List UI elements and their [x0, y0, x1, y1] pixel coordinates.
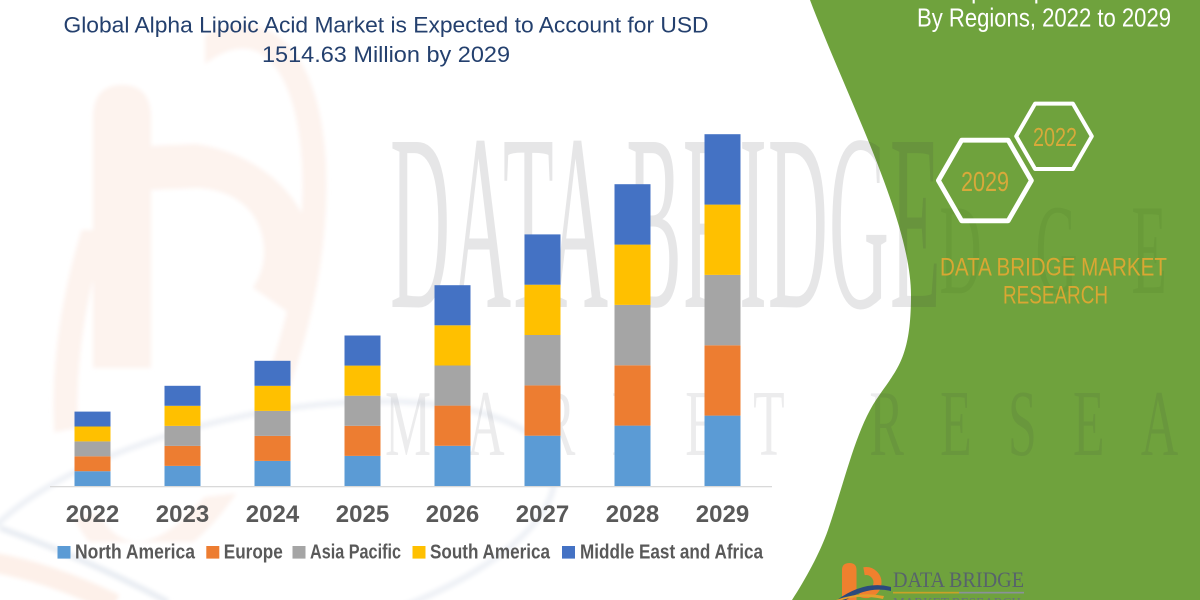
svg-text:2026: 2026 [426, 501, 479, 528]
svg-text:Middle East and Africa: Middle East and Africa [580, 542, 764, 564]
svg-text:2023: 2023 [156, 501, 209, 528]
svg-text:DATA BRIDGE: DATA BRIDGE [893, 567, 1024, 592]
svg-text:2025: 2025 [336, 501, 389, 528]
svg-text:2022: 2022 [66, 501, 119, 528]
svg-text:Global Alpha Lipoic Acid Marke: Global Alpha Lipoic Acid Market, [879, 0, 1200, 4]
svg-text:DATA BRIDGE: DATA BRIDGE [390, 83, 942, 362]
svg-text:MARKET RESEARCH: MARKET RESEARCH [385, 372, 1200, 476]
svg-text:2022: 2022 [1033, 122, 1077, 152]
svg-text:DATA BRIDGE MARKET: DATA BRIDGE MARKET [940, 254, 1167, 282]
svg-text:RESEARCH: RESEARCH [1003, 282, 1108, 310]
svg-text:2024: 2024 [246, 501, 300, 528]
svg-text:2029: 2029 [696, 501, 749, 528]
svg-text:MARKET RESEARCH: MARKET RESEARCH [893, 595, 1021, 600]
svg-text:South America: South America [430, 542, 551, 564]
svg-text:Asia Pacific: Asia Pacific [310, 542, 401, 564]
svg-text:2027: 2027 [516, 501, 569, 528]
svg-text:Global Alpha Lipoic Acid Marke: Global Alpha Lipoic Acid Market is Expec… [64, 13, 709, 38]
svg-text:2029: 2029 [961, 166, 1009, 197]
svg-text:By Regions, 2022 to 2029: By Regions, 2022 to 2029 [917, 3, 1171, 33]
svg-text:North America: North America [75, 542, 196, 564]
svg-text:2028: 2028 [606, 501, 659, 528]
svg-text:DGE: DGE [940, 178, 1200, 321]
svg-text:Europe: Europe [224, 542, 283, 564]
svg-text:1514.63 Million by 2029: 1514.63 Million by 2029 [262, 42, 510, 67]
